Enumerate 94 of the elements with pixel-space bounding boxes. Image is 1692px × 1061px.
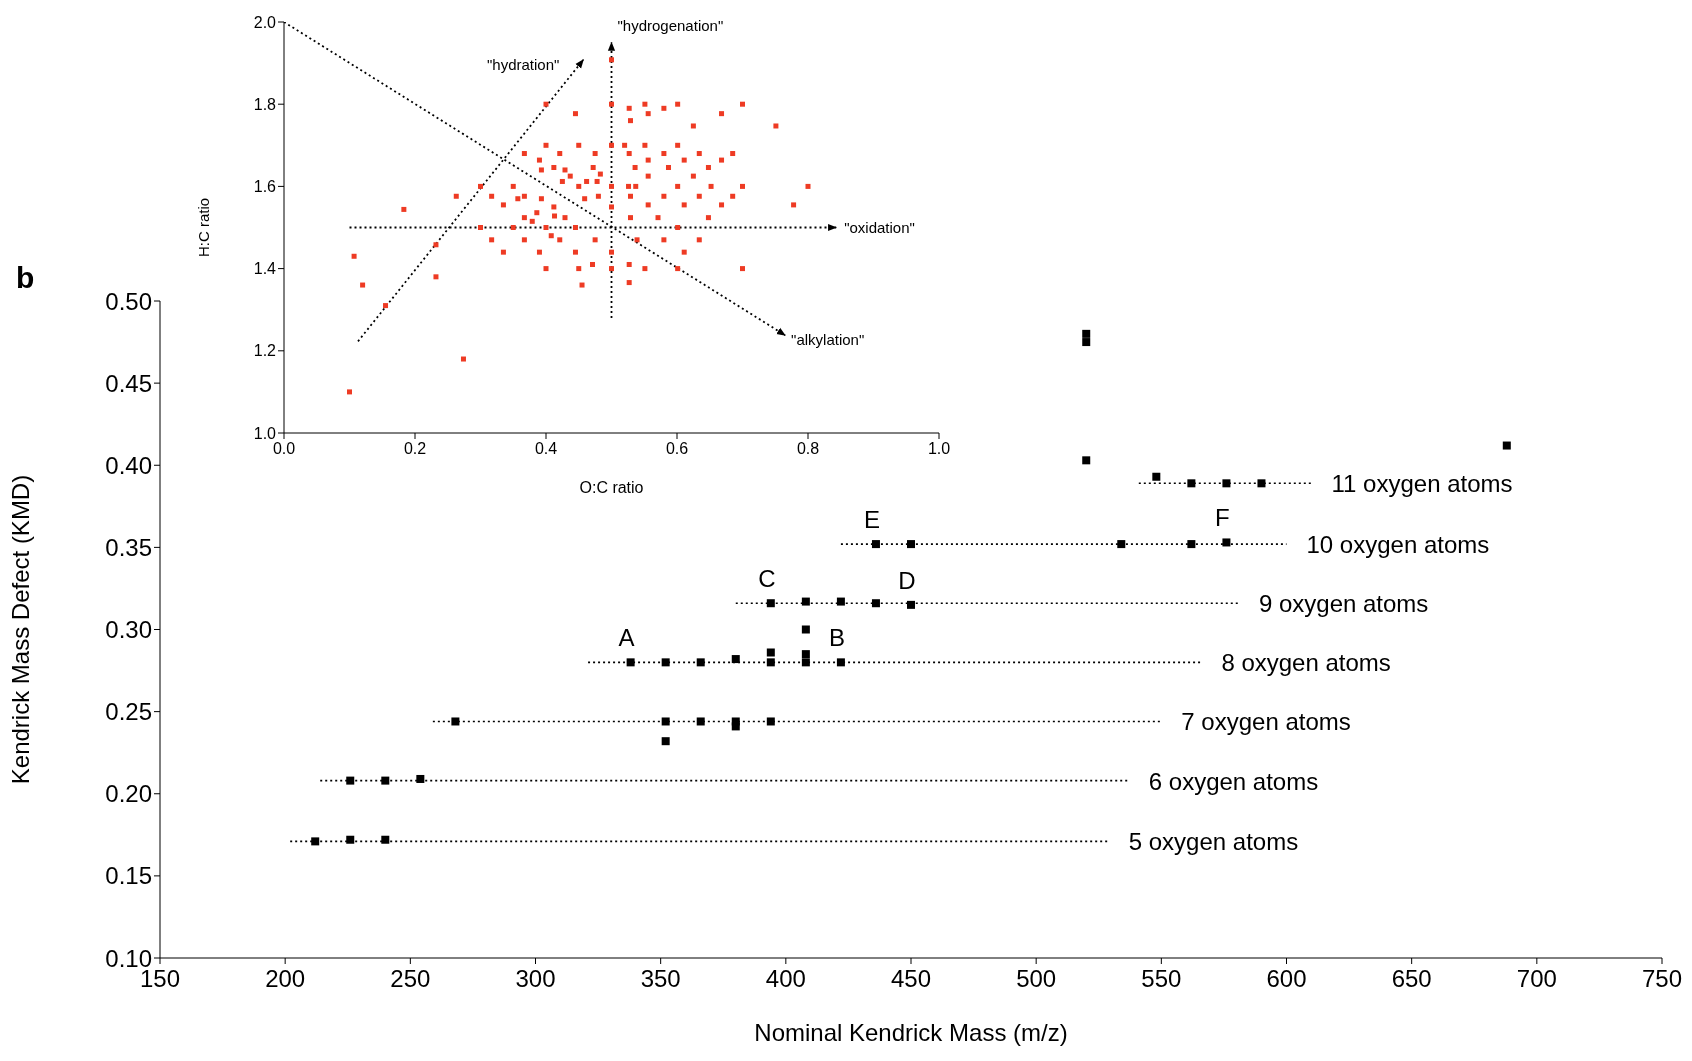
x-tick-label: 300 [515, 965, 556, 993]
point [1082, 329, 1091, 338]
x-tick-label: 650 [1391, 965, 1432, 993]
point [346, 776, 355, 785]
y-tick-label: 0.20 [105, 780, 152, 808]
y-axis-title: Kendrick Mass Defect (KMD) [6, 474, 34, 785]
annotation: 5 oxygen atoms [1128, 828, 1299, 856]
point [1187, 540, 1196, 549]
point [1502, 441, 1511, 450]
point [731, 655, 740, 664]
y-tick-label: 0.15 [105, 862, 152, 890]
x-tick-label: 0.0 [272, 440, 296, 458]
y-tick-label: 1.8 [253, 95, 277, 113]
y-tick-label: 1.6 [253, 178, 277, 196]
annotation: B [828, 624, 845, 652]
x-tick-label: 350 [640, 965, 681, 993]
annotation: E [863, 506, 880, 534]
point [871, 540, 880, 549]
point [1082, 338, 1091, 347]
point [766, 658, 775, 667]
point [907, 600, 915, 609]
y-tick-label: 0.25 [105, 698, 152, 726]
point [1257, 479, 1266, 488]
point [696, 658, 705, 667]
point [731, 722, 740, 731]
point [381, 776, 390, 785]
annotation: 6 oxygen atoms [1148, 767, 1319, 795]
point [801, 650, 810, 659]
annotation: 9 oxygen atoms [1258, 590, 1429, 618]
x-axis-title: Nominal Kendrick Mass (m/z) [754, 1019, 1068, 1046]
x-tick-label: 200 [265, 965, 306, 993]
x-tick-label: 0.4 [534, 440, 558, 458]
point [1222, 538, 1231, 547]
x-tick-label: 600 [1266, 965, 1307, 993]
point [1082, 456, 1091, 465]
point [1187, 479, 1196, 488]
x-tick-label: 0.2 [403, 440, 427, 458]
y-tick-label: 2.0 [253, 13, 277, 31]
point [766, 648, 775, 657]
point [1117, 540, 1126, 549]
x-tick-label: 750 [1641, 965, 1683, 993]
annotation: 7 oxygen atoms [1181, 708, 1351, 736]
point [801, 625, 810, 634]
annotation: D [898, 566, 916, 594]
y-axis-title: H:C ratio [195, 197, 213, 258]
point [766, 599, 775, 608]
point [766, 717, 775, 726]
point [1152, 472, 1161, 481]
x-tick-label: 500 [1016, 965, 1057, 993]
x-tick-label: 1.0 [927, 440, 951, 458]
text: b [16, 261, 35, 295]
x-tick-label: 250 [390, 965, 431, 993]
series-label: "hydrogenation" [617, 16, 724, 34]
point [836, 658, 845, 667]
x-axis-title: O:C ratio [579, 479, 644, 496]
y-tick-label: 1.4 [253, 260, 277, 278]
annotation: C [758, 565, 776, 593]
annotation: F [1215, 504, 1230, 532]
annotation: 11 oxygen atoms [1331, 470, 1513, 498]
series-label: "alkylation" [791, 331, 865, 349]
point [1222, 479, 1231, 488]
y-tick-label: 1.0 [253, 424, 277, 442]
y-tick-label: 0.40 [105, 451, 152, 479]
point [907, 540, 915, 549]
point [661, 658, 670, 667]
y-tick-label: 0.35 [105, 533, 152, 561]
x-tick-label: 700 [1516, 965, 1557, 993]
point [626, 658, 635, 667]
point [801, 658, 810, 667]
point [871, 599, 880, 608]
series-label: "oxidation" [844, 218, 915, 236]
point [801, 597, 810, 606]
point [346, 835, 355, 844]
point [661, 737, 670, 746]
point [311, 837, 320, 846]
y-tick-label: 0.30 [105, 616, 152, 644]
point [836, 597, 845, 606]
annotation: 8 oxygen atoms [1221, 649, 1391, 677]
y-tick-label: 1.2 [253, 342, 277, 360]
point [661, 717, 670, 726]
point [416, 774, 425, 783]
point [451, 717, 460, 726]
annotation: 10 oxygen atoms [1306, 531, 1490, 559]
y-tick-label: 0.50 [105, 287, 152, 315]
point [696, 717, 705, 726]
x-tick-label: 450 [890, 965, 932, 993]
y-tick-label: 0.45 [105, 369, 152, 397]
x-tick-label: 0.6 [665, 440, 689, 458]
x-tick-label: 550 [1141, 965, 1182, 993]
x-tick-label: 0.8 [796, 440, 820, 458]
series-label: "hydration" [486, 55, 560, 73]
point [381, 835, 390, 844]
x-tick-label: 400 [765, 965, 806, 993]
annotation: A [618, 624, 635, 652]
